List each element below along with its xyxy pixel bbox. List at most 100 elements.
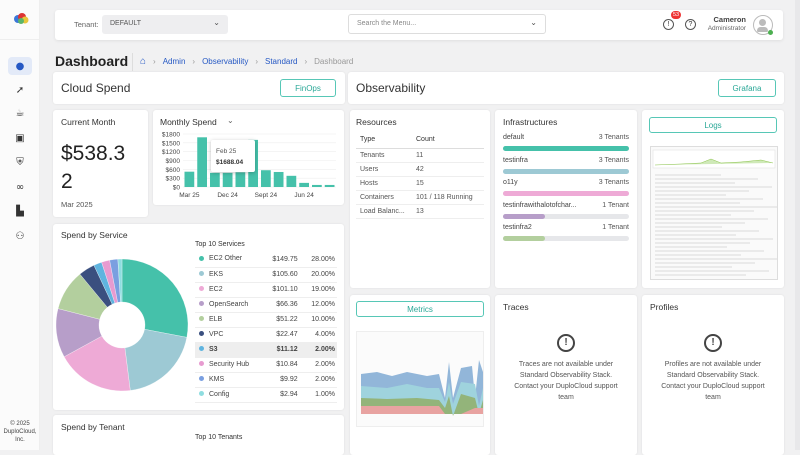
service-row[interactable]: EKS $105.60 20.00% [195,267,337,283]
x-tick-label: Sept 24 [255,192,278,199]
metrics-button[interactable]: Metrics [356,301,484,317]
logs-button[interactable]: Logs [649,117,777,133]
infra-bar-fill [503,191,629,196]
resource-count: 13 [412,204,484,219]
service-cost: $10.84 [259,357,298,373]
breadcrumb-current: Dashboard [314,57,354,66]
sidebar-item-devops[interactable]: ☕ [8,104,32,122]
service-row[interactable]: Security Hub $10.84 2.00% [195,357,337,373]
observability-header: Observability Grafana [348,72,784,104]
infra-bar [503,213,629,219]
infra-name: testinfra [503,156,528,164]
legend-dot [199,331,204,336]
top-services-title: Top 10 Services [195,241,245,248]
service-cost: $105.60 [259,267,298,283]
bar-Jan-25 [210,172,220,187]
sidebar-item-compliance[interactable]: ▙ [8,202,32,220]
service-row[interactable]: OpenSearch $66.36 12.00% [195,297,337,313]
infra-count: 1 Tenant [602,201,629,209]
service-pct: 4.00% [297,327,337,343]
service-row[interactable]: ELB $51.22 10.00% [195,312,337,328]
services-table: EC2 Other $149.75 28.00% EKS $105.60 20.00% EC… [195,252,337,403]
breadcrumb-standard[interactable]: Standard [265,57,298,66]
legend-dot [199,301,204,306]
service-row[interactable]: Config $2.94 1.00% [195,387,337,403]
service-row[interactable]: S3 $11.12 2.00% [195,342,337,358]
profiles-title: Profiles [650,302,679,312]
search-placeholder: Search the Menu... [357,20,417,27]
profiles-message: Profiles are not available under Standar… [661,361,765,401]
finops-button[interactable]: FinOps [280,79,336,97]
monthly-spend-chart: $0 $300 $600 $900 $1200 $1500$1800 Mar 25 Dec 2… [162,132,336,199]
service-cost: $2.94 [259,387,298,403]
cloud-spend-title: Cloud Spend [61,81,131,95]
infra-bar [503,168,629,174]
chart-tooltip: Feb 25 $1688.04 [211,140,255,172]
sidebar-item-admin[interactable]: ● [8,57,32,75]
chevron-down-icon[interactable]: ⌄ [227,116,234,125]
help-icon[interactable]: ? [685,19,696,30]
sidebar-item-cicd[interactable]: ∞ [8,178,32,196]
y-tick-label: $300 [166,176,181,183]
warning-icon: ! [704,334,722,352]
bar-Sept-24 [261,170,271,187]
bar-Feb-25 [197,137,207,187]
breadcrumb-admin[interactable]: Admin [162,57,186,66]
avatar[interactable] [753,15,773,35]
service-row[interactable]: EC2 Other $149.75 28.00% [195,252,337,268]
infrastructures-card: Infrastructures default 3 Tenants testinfr… [495,110,637,288]
service-name: KMS [209,372,259,388]
sidebar-item-users[interactable]: ⚇ [8,227,32,245]
resource-row: Containers 101 / 118 Running [356,190,484,205]
service-pct: 2.00% [297,342,337,358]
notifications-icon[interactable]: ! [663,19,674,30]
page-title: Dashboard [55,53,129,69]
service-cost: $149.75 [259,252,298,268]
bar-Dec-24 [222,172,233,187]
infra-bar [503,191,629,196]
legend-dot [199,346,204,351]
logs-preview [650,146,778,280]
duplocloud-logo[interactable] [12,12,30,24]
service-pct: 10.00% [297,312,337,328]
resource-count: 15 [412,176,484,191]
sidebar-item-reports[interactable]: ▣ [8,129,32,147]
bar-Apr-24 [324,184,335,187]
shield-icon: ⛨ [16,156,24,168]
tenant-value: DEFAULT [110,20,141,27]
monthly-spend-title[interactable]: Monthly Spend [160,117,217,127]
sidebar-item-security[interactable]: ⛨ [8,153,32,171]
infra-bar-fill [503,213,545,219]
breadcrumb-observability[interactable]: Observability [202,57,249,66]
traces-title: Traces [503,302,529,312]
divider [0,39,40,40]
scrollbar[interactable] [795,0,800,450]
copyright: © 2025 DuploCloud, Inc. [3,421,37,443]
search-input[interactable]: Search the Menu... ⌄ [348,14,546,34]
home-icon[interactable]: ⌂ [140,56,147,67]
legend-dot [199,376,204,381]
resource-count: 42 [412,162,484,177]
service-row[interactable]: VPC $22.47 4.00% [195,327,337,343]
x-tick-label: Jun 24 [294,192,314,199]
y-tick-label: $900 [166,158,181,165]
service-row[interactable]: EC2 $101.10 19.00% [195,282,337,298]
bar-Mar-25 [184,171,195,187]
tenant-select[interactable]: DEFAULT ⌄ [102,15,228,34]
spend-by-service-title: Spend by Service [61,230,128,240]
resource-type: Containers [356,190,412,205]
service-pct: 2.00% [297,372,337,388]
sidebar-item-deploy[interactable]: ➚ [8,81,32,99]
grafana-button[interactable]: Grafana [718,79,776,97]
infra-name: o11y [503,179,518,186]
resource-row: Hosts 15 [356,176,484,191]
bar-May-24 [312,184,322,187]
infra-name: testinfrawithalotofchar... [503,201,577,209]
infra-name: default [503,134,525,141]
service-row[interactable]: KMS $9.92 2.00% [195,372,337,388]
service-pct: 28.00% [297,252,337,268]
y-tick-label: $1800 [162,132,180,139]
pie-slice-ec2 [63,335,131,392]
team-icon: ⚇ [15,230,25,242]
warning-icon: ! [557,334,575,352]
